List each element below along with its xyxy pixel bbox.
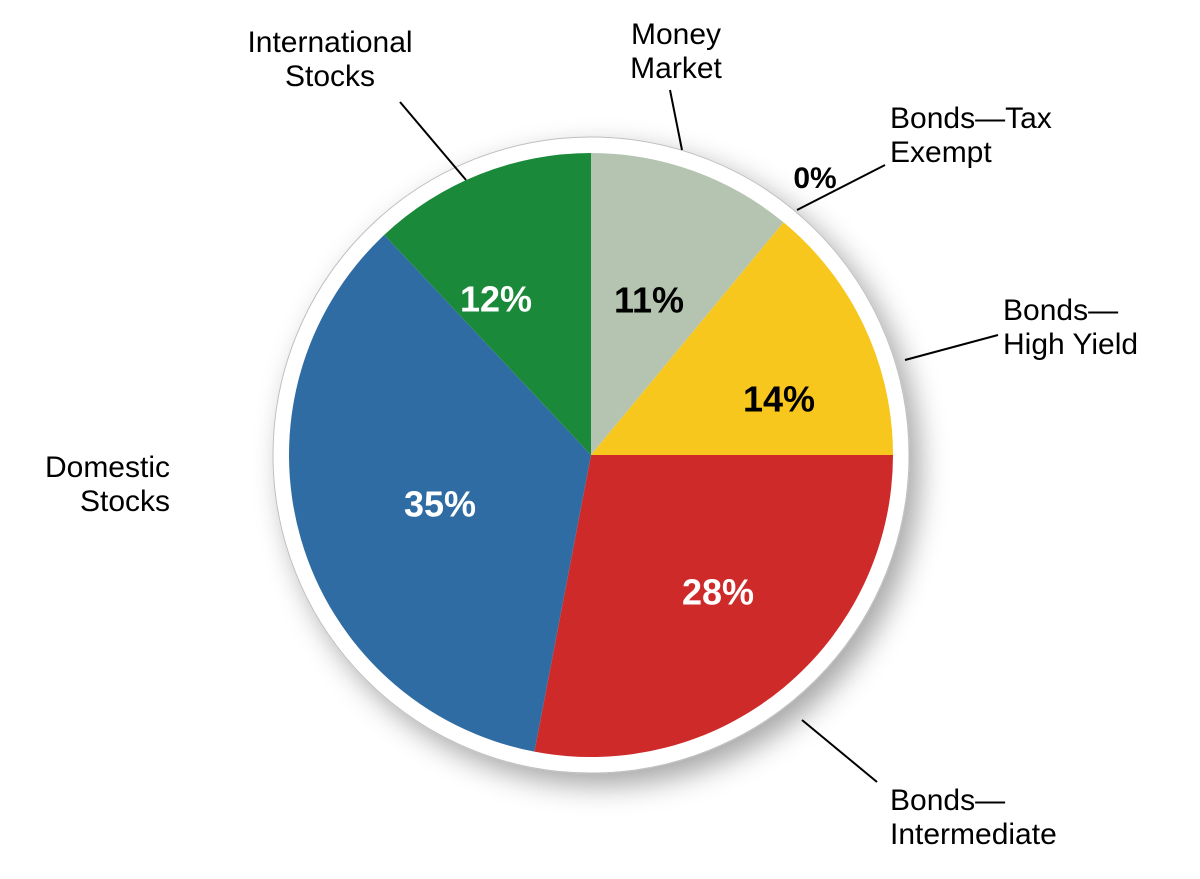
pct-label-bonds_intermediate: 28% (682, 572, 754, 613)
pie-group (273, 137, 909, 773)
leader-bonds_intermediate (802, 720, 877, 782)
leader-bonds_high_yield (905, 335, 998, 360)
label-bonds_tax_exempt: Bonds—TaxExempt (890, 102, 1052, 169)
pct-label-international_stocks: 12% (460, 279, 532, 320)
pct-label-bonds_high_yield: 14% (743, 379, 815, 420)
pct-label-bonds_tax_exempt: 0% (793, 162, 836, 195)
pct-label-money_market: 11% (614, 280, 684, 321)
leader-international_stocks (400, 102, 466, 180)
label-bonds_intermediate: Bonds—Intermediate (890, 784, 1057, 851)
label-money_market: MoneyMarket (630, 18, 722, 85)
label-international_stocks: InternationalStocks (247, 26, 412, 93)
leader-money_market (670, 90, 682, 150)
label-domestic_stocks: DomesticStocks (45, 451, 170, 518)
pie-chart: 11% 0% 14% 28% 35% 12% MoneyMarket Bonds—TaxEx… (0, 0, 1200, 879)
label-bonds_high_yield: Bonds—High Yield (1003, 294, 1138, 361)
pct-label-domestic_stocks: 35% (404, 484, 476, 525)
